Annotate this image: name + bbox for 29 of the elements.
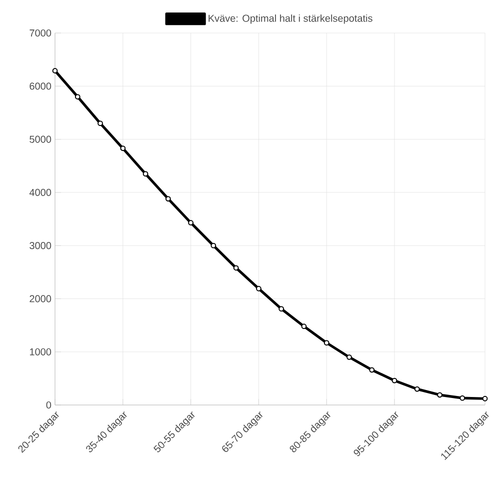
legend-label: Kväve: Optimal halt i stärkelsepotatis — [208, 14, 372, 24]
point — [52, 68, 58, 74]
point — [301, 324, 307, 330]
y-tick-label: 0 — [46, 401, 52, 409]
point — [324, 340, 330, 346]
y-tick-label: 5000 — [30, 136, 52, 143]
y-tick-label: 4000 — [29, 188, 52, 196]
point — [278, 306, 284, 312]
point — [256, 286, 262, 292]
y-tick-label: 7000 — [30, 29, 52, 37]
y-tick-label: 1000 — [30, 348, 52, 356]
point — [188, 220, 194, 226]
point — [233, 265, 239, 271]
y-tick-label: 6000 — [30, 82, 52, 90]
point — [98, 120, 103, 126]
point — [414, 386, 420, 392]
point — [369, 367, 375, 373]
point — [482, 396, 488, 402]
point — [74, 94, 80, 100]
point — [392, 378, 398, 384]
y-tick-label: 3000 — [30, 242, 52, 250]
point — [142, 171, 148, 177]
point — [460, 395, 466, 401]
point — [165, 196, 171, 202]
point — [210, 242, 216, 248]
point — [437, 392, 442, 398]
point — [346, 354, 352, 360]
y-tick-label: 2000 — [30, 295, 52, 302]
point — [120, 146, 126, 152]
